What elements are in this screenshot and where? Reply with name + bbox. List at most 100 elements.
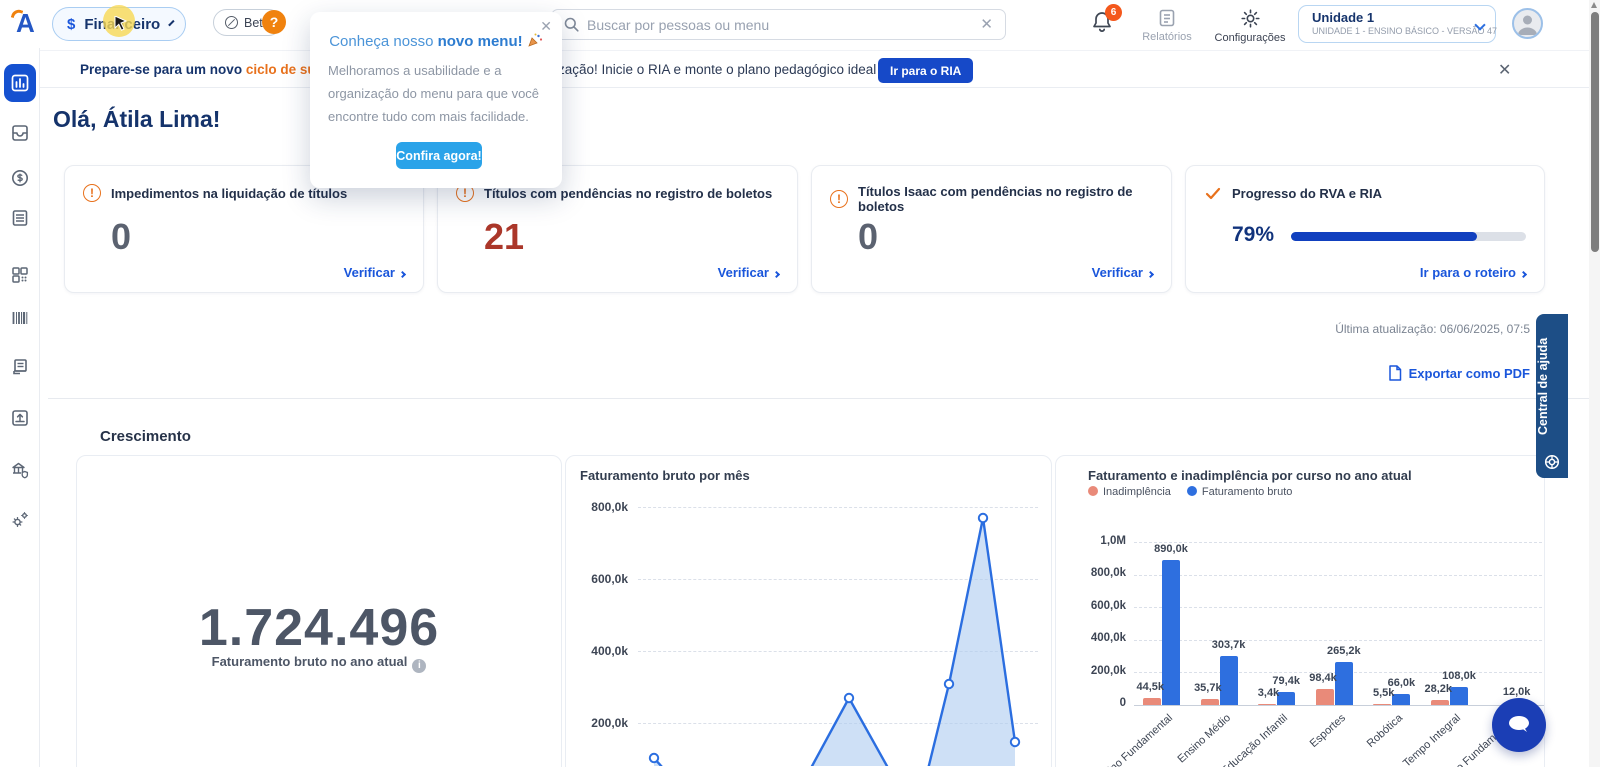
- sidebar-item-bank[interactable]: [10, 460, 30, 480]
- search-input[interactable]: [587, 16, 973, 33]
- go-to-ria-button[interactable]: Ir para o RIA: [878, 58, 974, 83]
- card-value: 0: [858, 216, 879, 257]
- chart-title: Faturamento bruto por mês: [580, 468, 750, 483]
- receipt-icon: [13, 359, 27, 375]
- bar-group: 28,2k 108,0k Tempo Integral: [1401, 456, 1476, 767]
- legend-item-faturamento: Faturamento bruto: [1186, 486, 1292, 498]
- section-title: Crescimento: [100, 428, 191, 445]
- clear-search-icon[interactable]: ✕: [980, 16, 993, 33]
- bar-value-label: 3,4k: [1257, 686, 1280, 699]
- info-icon[interactable]: i: [412, 659, 427, 673]
- barcode-icon: [12, 312, 28, 324]
- verificar-link[interactable]: Verificar: [1092, 265, 1155, 280]
- chevron-right-icon: [398, 270, 407, 279]
- card-isaac-pendencias: ! Títulos Isaac com pendências no regist…: [811, 165, 1172, 293]
- top-navbar: A $ Financeiro Beta ? ✕: [0, 0, 1600, 48]
- bar-value-label: 12,0k: [1502, 686, 1531, 699]
- legend-dot: [1088, 486, 1098, 496]
- bar-chart-icon: [11, 74, 29, 92]
- last-update-text: Última atualização: 06/06/2025, 07:5: [1335, 322, 1530, 336]
- gridline: [1134, 639, 1542, 641]
- page-scrollbar[interactable]: [1589, 0, 1600, 767]
- bar-value-label: 5,5k: [1372, 686, 1395, 699]
- help-button[interactable]: ?: [262, 10, 286, 34]
- confira-agora-button[interactable]: Confira agora!: [396, 142, 482, 169]
- y-tick: 400,0k: [1090, 632, 1126, 644]
- faturamento-bar[interactable]: [1162, 559, 1180, 705]
- bar-value-label: 265,2k: [1326, 644, 1361, 657]
- export-pdf-link[interactable]: Exportar como PDF: [1388, 365, 1530, 381]
- scroll-up-arrow[interactable]: [1591, 2, 1597, 8]
- faturamento-bar[interactable]: [1392, 694, 1411, 705]
- y-tick: 400,0k: [591, 644, 628, 658]
- chat-widget-button[interactable]: [1492, 698, 1546, 752]
- circle-slash-icon: [225, 16, 238, 29]
- unit-subtitle: UNIDADE 1 - ENSINO BÁSICO - VERSÃO 47: [1312, 26, 1498, 36]
- sidebar-item-documents[interactable]: [10, 208, 30, 228]
- sidebar-item-invoices[interactable]: [10, 357, 30, 377]
- data-point[interactable]: [1009, 736, 1021, 748]
- y-tick: 1,0M: [1100, 535, 1126, 547]
- bar-value-label: 303,7k: [1211, 638, 1246, 651]
- card-title: Impedimentos na liquidação de títulos: [111, 185, 348, 201]
- chart-legend: Inadimplência Faturamento bruto: [1088, 486, 1292, 498]
- faturamento-bar[interactable]: [1450, 687, 1468, 705]
- data-point[interactable]: [977, 512, 989, 524]
- data-point[interactable]: [843, 692, 855, 704]
- activesoft-logo-icon[interactable]: A: [10, 7, 35, 39]
- ir-para-roteiro-link[interactable]: Ir para o roteiro: [1420, 265, 1528, 280]
- verificar-link[interactable]: Verificar: [344, 265, 407, 280]
- inadimplencia-bar[interactable]: [1200, 699, 1219, 705]
- stat-value: 1.724.496: [198, 599, 440, 657]
- document-list-icon: [12, 210, 28, 226]
- bar-category-label: Robótica: [1365, 712, 1406, 750]
- bar-group: 98,4k 265,2k Esportes: [1308, 456, 1361, 750]
- inadimplencia-bar[interactable]: [1258, 703, 1277, 705]
- notifications-button[interactable]: 6: [1091, 4, 1122, 40]
- gridline: [1134, 542, 1542, 543]
- faturamento-bar[interactable]: [1277, 692, 1296, 705]
- bar-category-label: Ensino Médio: [1175, 712, 1233, 766]
- chevron-right-icon: [1519, 270, 1528, 279]
- pdf-file-icon: [1388, 365, 1401, 381]
- close-popup-icon[interactable]: ✕: [540, 18, 552, 34]
- inadimplencia-bar[interactable]: [1373, 703, 1392, 705]
- close-banner-icon[interactable]: ✕: [1498, 62, 1512, 79]
- sidebar-item-inbox[interactable]: [10, 123, 30, 143]
- data-point[interactable]: [943, 678, 955, 690]
- sidebar-item-dashboard[interactable]: [4, 64, 36, 102]
- help-center-tab[interactable]: Central de ajuda: [1536, 314, 1568, 478]
- sidebar-item-upload[interactable]: [10, 408, 30, 428]
- faturamento-bar[interactable]: [1334, 661, 1353, 705]
- nav-settings[interactable]: Configurações: [1210, 8, 1290, 44]
- unit-selector[interactable]: Unidade 1 UNIDADE 1 - ENSINO BÁSICO - VE…: [1298, 5, 1498, 43]
- sidebar-item-modules[interactable]: [10, 265, 30, 285]
- page-greeting: Olá, Átila Lima!: [53, 106, 221, 132]
- x-axis-line: [1134, 705, 1544, 706]
- lifebuoy-icon: [1544, 454, 1560, 470]
- scrollbar-thumb[interactable]: [1590, 12, 1599, 252]
- progress-bar-fill: [1291, 232, 1477, 241]
- upload-tray-icon: [12, 410, 28, 426]
- bar-category-label: Tempo Integral: [1400, 712, 1464, 767]
- data-point[interactable]: [648, 752, 660, 764]
- verificar-link[interactable]: Verificar: [718, 265, 781, 280]
- user-avatar[interactable]: [1512, 8, 1543, 39]
- left-sidebar: [0, 48, 40, 767]
- section-divider: [48, 398, 1590, 399]
- inadimplencia-bar[interactable]: [1143, 697, 1161, 705]
- sidebar-item-finance[interactable]: [10, 168, 30, 188]
- sidebar-item-barcode[interactable]: [10, 308, 30, 328]
- announcement-banner: Prepare-se para um novo ciclo de suc zaç…: [40, 50, 1600, 88]
- inadimplencia-bar[interactable]: [1431, 700, 1449, 705]
- bar-value-label: 44,5k: [1136, 680, 1164, 693]
- card-impedimentos: ! Impedimentos na liquidação de títulos …: [64, 165, 424, 293]
- mouse-cursor: [114, 16, 128, 31]
- y-tick: 0: [1119, 697, 1126, 709]
- nav-reports[interactable]: Relatórios: [1127, 8, 1207, 43]
- faturamento-bar[interactable]: [1219, 655, 1238, 705]
- sidebar-item-advanced-settings[interactable]: [10, 510, 30, 530]
- chat-bubble-icon: [1509, 716, 1529, 732]
- inadimplencia-bar[interactable]: [1315, 688, 1334, 705]
- search-icon: [564, 17, 579, 32]
